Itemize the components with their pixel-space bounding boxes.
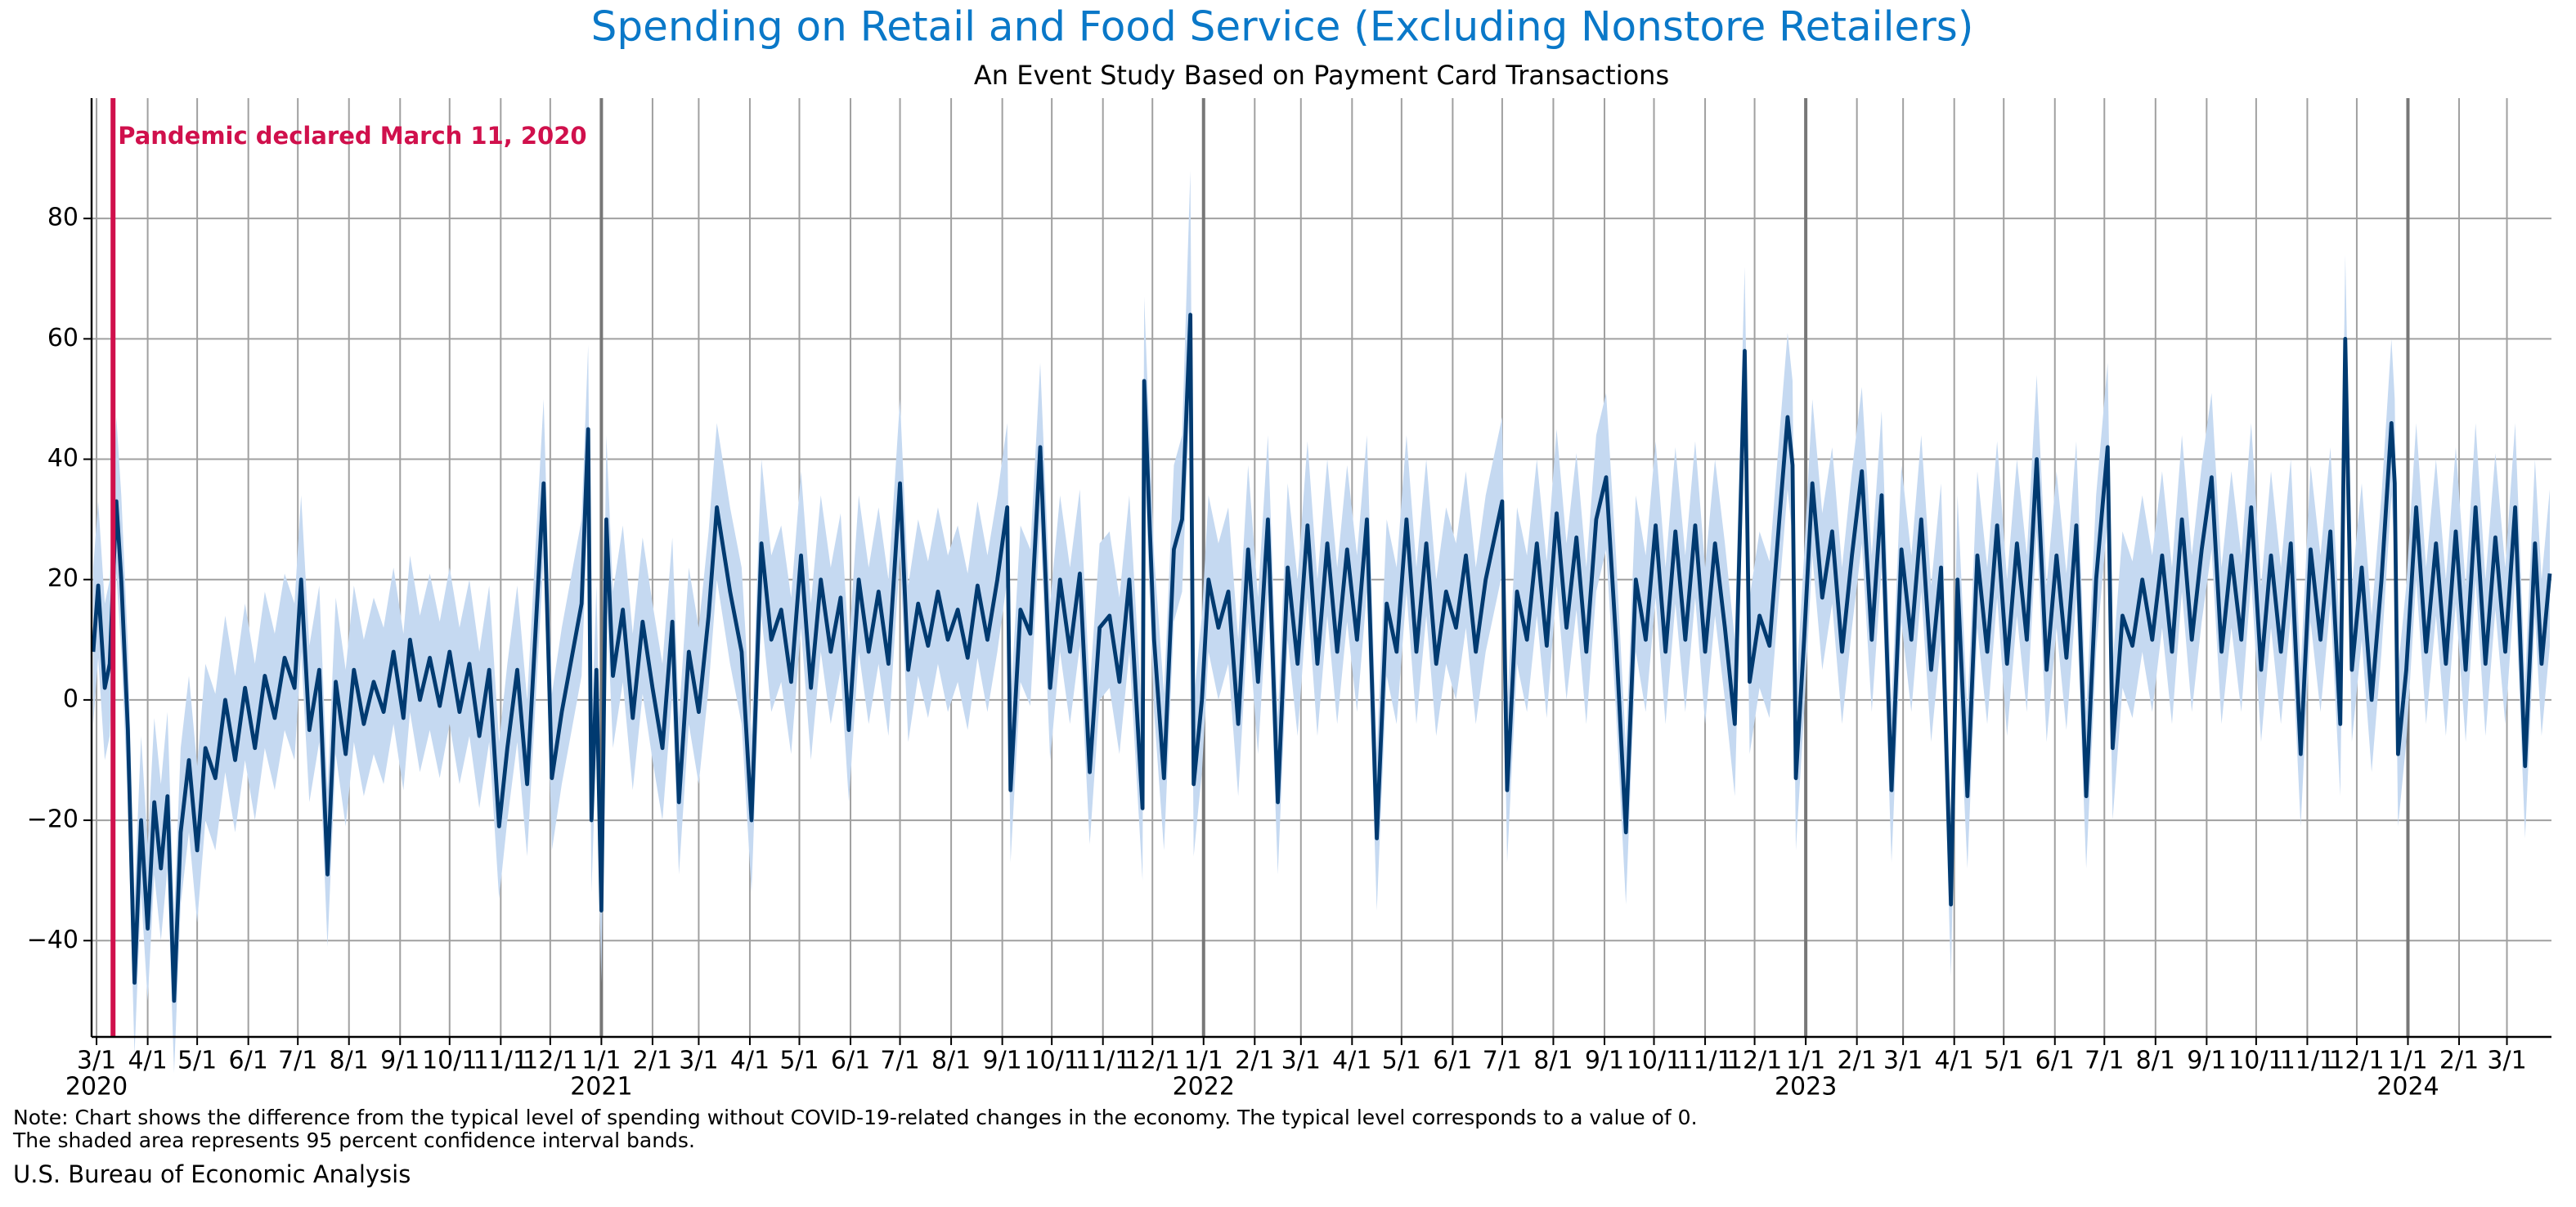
source: U.S. Bureau of Economic Analysis xyxy=(13,1160,411,1188)
x-tick-label: 9/1 xyxy=(1585,1047,1624,1075)
x-tick-label: 1/1 xyxy=(581,1047,621,1075)
x-tick-label: 5/1 xyxy=(177,1047,217,1075)
x-tick-label: 5/1 xyxy=(1382,1047,1421,1075)
chart-title: Spending on Retail and Food Service (Exc… xyxy=(591,3,1974,51)
x-tick-label: 2/1 xyxy=(1838,1047,1877,1075)
x-tick-label: 3/1 xyxy=(2487,1047,2526,1075)
x-tick-label: 1/1 xyxy=(1184,1047,1223,1075)
x-tick-label: 6/1 xyxy=(2035,1047,2075,1075)
x-tick-label: 2/1 xyxy=(1235,1047,1274,1075)
y-tick-label: 80 xyxy=(47,204,79,232)
x-year-label: 2024 xyxy=(2376,1073,2439,1102)
x-tick-label: 8/1 xyxy=(1533,1047,1573,1075)
x-tick-label: 5/1 xyxy=(779,1047,819,1075)
y-tick-label: −20 xyxy=(27,805,79,834)
chart-subtitle: An Event Study Based on Payment Card Tra… xyxy=(974,60,1669,91)
x-tick-label: 9/1 xyxy=(2187,1047,2226,1075)
x-tick-label: 3/1 xyxy=(1281,1047,1321,1075)
x-tick-label: 9/1 xyxy=(380,1047,420,1075)
x-tick-label: 7/1 xyxy=(1483,1047,1522,1075)
x-year-label: 2020 xyxy=(65,1073,128,1102)
x-tick-label: 10/1 xyxy=(422,1047,477,1075)
x-tick-label: 7/1 xyxy=(880,1047,919,1075)
series-line xyxy=(91,312,2552,1003)
x-year-label: 2021 xyxy=(570,1073,632,1102)
y-tick-label: 60 xyxy=(47,324,79,352)
x-tick-label: 4/1 xyxy=(730,1047,770,1075)
x-tick-label: 12/1 xyxy=(1125,1047,1180,1075)
x-tick-label: 6/1 xyxy=(1433,1047,1472,1075)
x-tick-label: 3/1 xyxy=(679,1047,718,1075)
x-tick-label: 5/1 xyxy=(1984,1047,2023,1075)
y-tick-label: −40 xyxy=(27,926,79,954)
y-tick-label: 40 xyxy=(47,444,79,473)
x-tick-label: 11/1 xyxy=(1075,1047,1130,1075)
note: Note: Chart shows the difference from th… xyxy=(13,1106,1698,1129)
x-tick-label: 4/1 xyxy=(1935,1047,1974,1075)
x-tick-label: 11/1 xyxy=(473,1047,528,1075)
x-tick-label: 2/1 xyxy=(633,1047,672,1075)
x-tick-label: 11/1 xyxy=(2280,1047,2335,1075)
x-tick-label: 4/1 xyxy=(1332,1047,1371,1075)
note: The shaded area represents 95 percent co… xyxy=(12,1128,695,1152)
x-tick-label: 6/1 xyxy=(229,1047,268,1075)
x-tick-label: 12/1 xyxy=(523,1047,577,1075)
x-tick-label: 10/1 xyxy=(2228,1047,2283,1075)
x-tick-label: 2/1 xyxy=(2439,1047,2479,1075)
x-tick-label: 9/1 xyxy=(982,1047,1021,1075)
x-tick-label: 10/1 xyxy=(1024,1047,1079,1075)
x-tick-label: 3/1 xyxy=(1883,1047,1923,1075)
x-year-label: 2022 xyxy=(1173,1073,1235,1102)
x-tick-label: 8/1 xyxy=(931,1047,971,1075)
x-tick-label: 8/1 xyxy=(330,1047,369,1075)
x-year-label: 2023 xyxy=(1775,1073,1837,1102)
x-tick-label: 3/1 xyxy=(77,1047,116,1075)
x-tick-label: 1/1 xyxy=(2388,1047,2427,1075)
annotation-text: Pandemic declared March 11, 2020 xyxy=(118,122,586,150)
x-tick-label: 12/1 xyxy=(2329,1047,2384,1075)
x-tick-label: 7/1 xyxy=(278,1047,317,1075)
x-tick-label: 8/1 xyxy=(2136,1047,2175,1075)
x-tick-label: 6/1 xyxy=(831,1047,870,1075)
y-tick-label: 0 xyxy=(63,684,79,713)
x-tick-label: 4/1 xyxy=(128,1047,167,1075)
x-tick-label: 7/1 xyxy=(2085,1047,2124,1075)
x-tick-label: 10/1 xyxy=(1627,1047,1681,1075)
x-tick-label: 1/1 xyxy=(1786,1047,1825,1075)
x-tick-label: 11/1 xyxy=(1677,1047,1732,1075)
x-tick-label: 12/1 xyxy=(1727,1047,1782,1075)
y-tick-label: 20 xyxy=(47,564,79,593)
